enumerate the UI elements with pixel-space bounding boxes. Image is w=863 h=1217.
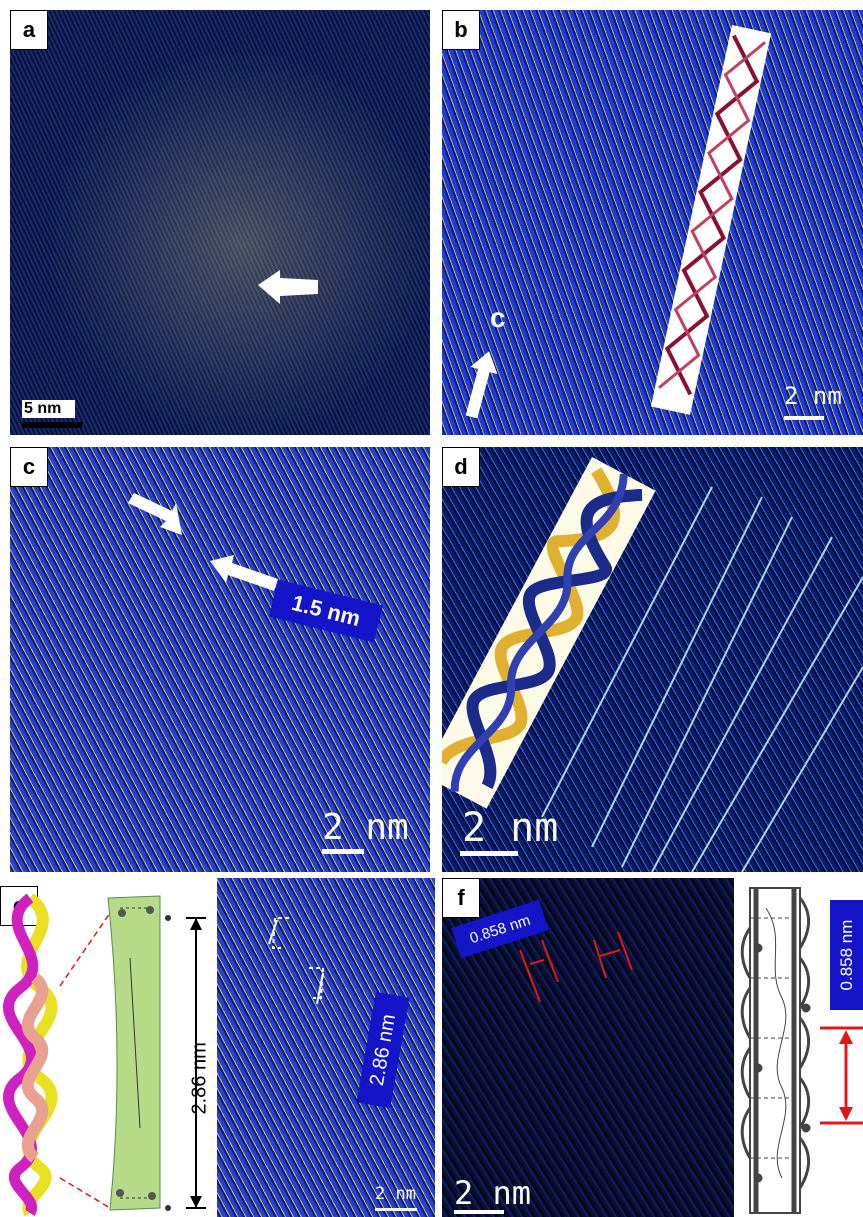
panel-e-model: e 2.86 nm [0,878,212,1217]
panel-d-overlay [442,456,863,872]
panel-d-scale-bar [460,851,518,856]
double-helix-icon [650,25,772,415]
panel-e-scale-text: 2 nm [375,1184,416,1204]
panel-e-scale-bar [375,1208,417,1211]
panel-e-model-svg [3,893,206,1217]
panel-a-overlay [258,270,318,304]
triple-helix-icon [442,456,656,809]
panel-b-scale-bar [784,416,824,420]
panel-a-scale-text: 5 nm [22,400,76,418]
panel-b-axis-label: c [490,302,506,333]
arrow-icon [210,555,278,591]
panel-d-scale-text: 2 nm [462,805,559,851]
panel-b-label: b [442,10,480,50]
panel-c-label: c [10,447,48,487]
helix-ladder-icon [740,887,811,1214]
panel-b-scale-text: 2 nm [784,382,842,410]
helix-strand-icon [3,893,58,1217]
panel-f-label: f [442,878,480,918]
double-arrow-icon [316,972,324,1005]
panel-d-label: d [442,447,480,487]
panel-f-tem-overlay [519,931,633,1003]
panel-c-scale-bar [322,849,364,854]
panel-c: c 1.5 nm 2 nm [10,447,430,872]
arrow-icon [258,270,318,304]
panel-e-model-length: 2.86 nm [188,1042,211,1115]
panel-f-scale-bar [454,1210,504,1214]
double-arrow-icon [268,919,278,945]
arrow-icon [465,351,498,419]
panel-d: d 2 nm [442,447,863,872]
panel-a-scale-bar [22,422,82,428]
panel-f-model: 0.858 nm [736,878,863,1217]
panel-f-scale-text: 2 nm [454,1174,532,1212]
panel-a-label: a [10,10,48,50]
helix-ladder-icon [107,895,161,1211]
panel-c-overlay [128,493,278,591]
panel-a: a 5 nm [10,10,430,435]
panel-f-model-svg [740,887,863,1214]
panel-f-tem: f 0.858 nm 2 nm [442,878,734,1217]
helix-guide-lines [541,486,863,872]
panel-c-scale-text: 2 nm [322,807,409,848]
panel-b: b c 2 nm [442,10,863,435]
arrow-icon [128,493,182,535]
panel-e-tem-overlay [268,917,325,1005]
panel-b-overlay [465,25,772,419]
panel-e-tem: 2.86 nm 2 nm [217,878,435,1217]
panel-f-model-spacing-tag: 0.858 nm [830,900,863,1010]
